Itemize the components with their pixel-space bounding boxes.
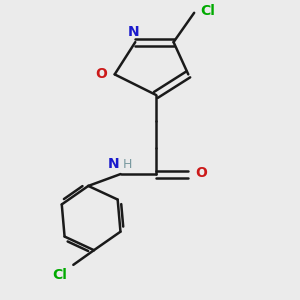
Text: O: O <box>195 166 207 180</box>
Text: H: H <box>123 158 132 171</box>
Text: O: O <box>95 67 107 81</box>
Text: N: N <box>128 25 140 39</box>
Text: N: N <box>107 157 119 171</box>
Text: Cl: Cl <box>52 268 68 282</box>
Text: Cl: Cl <box>200 4 215 18</box>
